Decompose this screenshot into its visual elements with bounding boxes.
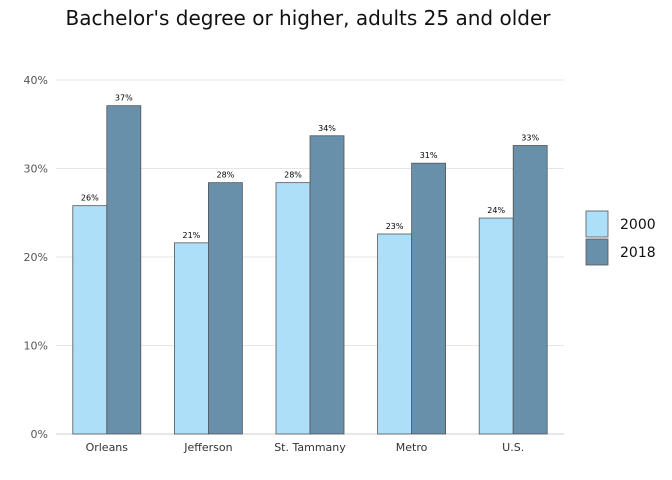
bar-2000: [478, 217, 514, 435]
data-label: 24%: [487, 206, 505, 215]
bar-2018: [207, 182, 243, 435]
legend-swatch: [585, 210, 609, 238]
bar-2018: [106, 105, 142, 435]
y-tick-label: 40%: [24, 74, 48, 87]
chart-title: Bachelor's degree or higher, adults 25 a…: [65, 6, 551, 30]
legend-swatch: [585, 238, 609, 266]
bar-2018: [309, 135, 345, 435]
data-label: 23%: [386, 222, 404, 231]
data-label: 21%: [183, 231, 201, 240]
y-tick-label: 0%: [31, 428, 48, 441]
data-label: 37%: [115, 94, 133, 103]
y-tick-label: 20%: [24, 251, 48, 264]
y-tick-label: 10%: [24, 340, 48, 353]
bar-2000: [173, 242, 209, 435]
x-tick-label: St. Tammany: [274, 441, 346, 454]
data-label: 33%: [521, 133, 539, 142]
y-tick-label: 30%: [24, 163, 48, 176]
x-tick-label: Jefferson: [183, 441, 232, 454]
data-label: 26%: [81, 194, 99, 203]
data-label: 31%: [420, 151, 438, 160]
bar-2000: [72, 205, 108, 435]
data-label: 34%: [318, 124, 336, 133]
bar-2018: [411, 162, 447, 435]
legend-label: 2018: [620, 245, 656, 261]
legend-label: 2000: [620, 217, 656, 233]
bar-2000: [377, 233, 413, 435]
bar-2000: [275, 182, 311, 435]
x-tick-label: Orleans: [86, 441, 129, 454]
bar-2018: [512, 145, 548, 435]
x-tick-label: Metro: [396, 441, 428, 454]
x-tick-label: U.S.: [502, 441, 524, 454]
data-label: 28%: [217, 171, 235, 180]
data-label: 28%: [284, 171, 302, 180]
